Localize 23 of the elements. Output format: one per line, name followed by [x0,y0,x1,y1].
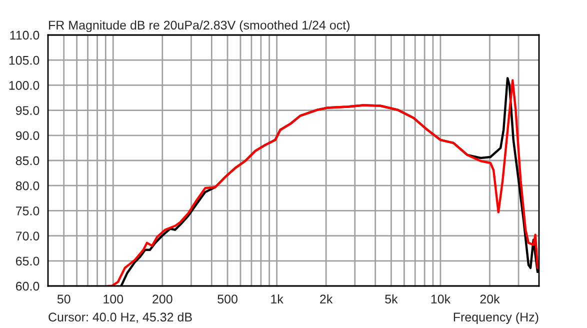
y-tick-label: 105.0 [9,56,40,65]
x-tick-label: 500 [218,294,238,304]
x-tick-label: 10k [431,294,451,304]
x-tick-label: 100 [104,294,124,304]
text: Cursor: 40.0 Hz, 45.32 dB [48,312,192,324]
y-tick-label: 85.0 [16,156,40,166]
y-tick-label: 70.0 [16,232,40,240]
y-tick-label: 110.0 [10,30,40,40]
x-tick-label: 50 [57,294,70,304]
y-tick-label: 60.0 [16,282,40,291]
x-tick-label: 1k [271,294,284,304]
x-tick-label: 20k [480,294,500,304]
y-tick-label: 65.0 [16,256,40,266]
y-tick-label: 100.0 [9,81,40,90]
x-axis-title: Frequency (Hz) [454,312,538,324]
x-tick-label: 200 [152,294,172,304]
y-tick-label: 75.0 [16,206,40,216]
x-tick-label: 2k [320,294,333,304]
x-tick-label: 5k [385,294,398,304]
y-tick-label: 80.0 [16,181,40,190]
y-tick-label: 90.0 [16,131,40,140]
y-tick-label: 95.0 [16,106,40,115]
chart-title: FR Magnitude dB re 20uPa/2.83V (smoothed 1/24 oct) [49,20,350,32]
